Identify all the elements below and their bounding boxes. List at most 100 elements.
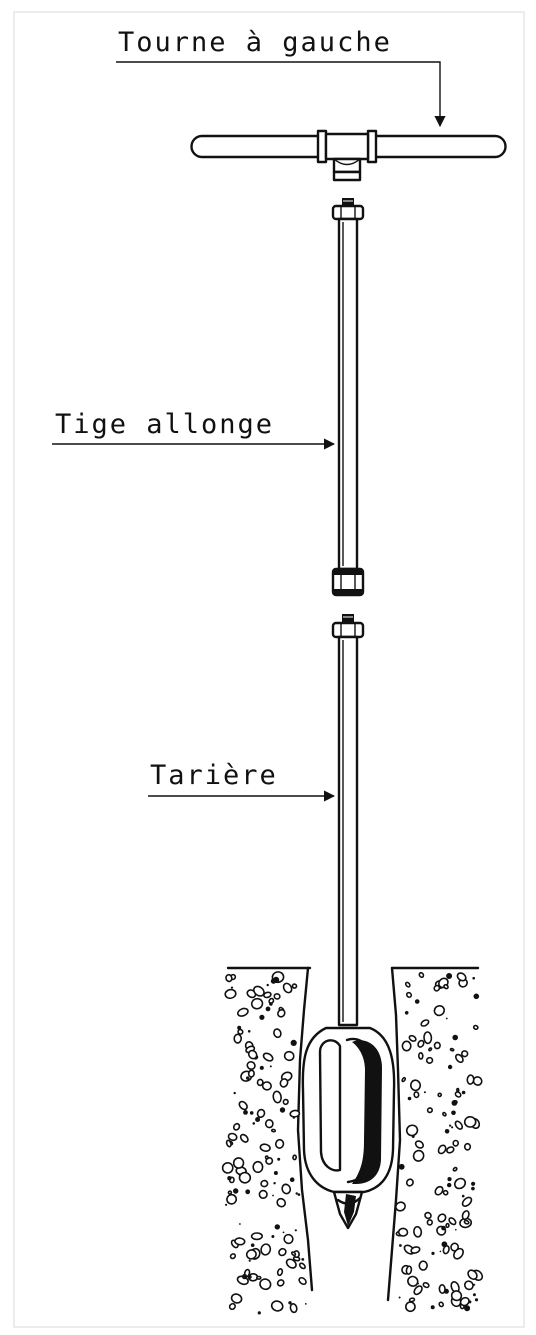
soil-pebble bbox=[225, 1203, 228, 1206]
soil-pebble bbox=[444, 1129, 450, 1134]
soil-pebble bbox=[417, 1039, 425, 1048]
soil-pebble bbox=[404, 1011, 409, 1015]
soil-pebble bbox=[413, 1285, 423, 1296]
soil-pebble bbox=[449, 1047, 455, 1052]
soil-pebble bbox=[273, 993, 281, 1000]
soil-pebble bbox=[269, 1065, 272, 1068]
soil-pebble bbox=[417, 1052, 424, 1060]
soil-pebble bbox=[452, 1139, 460, 1147]
soil-pebble bbox=[461, 1210, 470, 1221]
soil-pebble bbox=[301, 1258, 305, 1261]
soil-pebble bbox=[437, 1144, 447, 1155]
soil-pebble bbox=[453, 1177, 467, 1190]
soil-pebble bbox=[431, 1251, 435, 1255]
soil-pebble bbox=[233, 1188, 239, 1194]
soil-pebble bbox=[228, 1302, 236, 1311]
soil-pebble bbox=[239, 1133, 249, 1143]
soil-pebble bbox=[282, 982, 293, 994]
soil-pebble bbox=[420, 1019, 430, 1027]
figure-frame bbox=[13, 11, 525, 1328]
soil-pebble bbox=[237, 1028, 244, 1035]
soil-pebble bbox=[441, 1225, 446, 1231]
soil-pebble bbox=[225, 973, 233, 983]
t-handle bbox=[190, 129, 507, 182]
soil-pebble bbox=[405, 1178, 414, 1187]
soil-pebble bbox=[294, 1229, 297, 1232]
soil-pebble bbox=[398, 1296, 401, 1299]
soil-pebble bbox=[412, 1149, 425, 1162]
soil-pebble bbox=[224, 988, 237, 1000]
soil-pebble bbox=[259, 1014, 265, 1020]
soil-pebble bbox=[283, 1050, 295, 1062]
soil-pebble bbox=[259, 1143, 271, 1152]
soil-pebble bbox=[277, 1008, 286, 1018]
soil-pebble bbox=[456, 972, 467, 982]
soil-pebble bbox=[461, 1196, 473, 1207]
soil-pebble bbox=[289, 1303, 298, 1314]
soil-pebble bbox=[273, 1182, 276, 1185]
soil-pebble bbox=[246, 1076, 250, 1080]
soil-pebble bbox=[250, 1232, 263, 1241]
soil-pebble bbox=[232, 1122, 241, 1131]
soil-pebble bbox=[288, 1301, 292, 1305]
soil-pebble bbox=[414, 999, 420, 1004]
soil-pebble bbox=[266, 983, 269, 987]
soil-pebble bbox=[447, 1177, 452, 1182]
soil-pebble bbox=[442, 1244, 450, 1255]
soil-pebble bbox=[262, 1052, 274, 1062]
soil-pebbles bbox=[221, 971, 484, 1315]
soil-pebble bbox=[281, 1183, 292, 1195]
soil-pebble bbox=[418, 971, 425, 979]
soil-pebble bbox=[401, 1040, 412, 1052]
soil-pebble bbox=[227, 1190, 233, 1195]
soil-pebble bbox=[256, 1078, 264, 1087]
soil-pebble bbox=[248, 1259, 251, 1262]
soil-pebble bbox=[456, 1087, 460, 1093]
soil-pebble bbox=[425, 1056, 434, 1064]
soil-pebble bbox=[285, 1258, 297, 1269]
soil-pebble bbox=[418, 1260, 428, 1271]
label-handle: Tourne à gauche bbox=[118, 27, 392, 58]
soil-pebble bbox=[270, 1128, 277, 1133]
soil-pebble bbox=[433, 1004, 445, 1017]
soil-pebble bbox=[471, 1181, 476, 1186]
soil-pebble bbox=[438, 1301, 445, 1308]
soil-pebble bbox=[446, 973, 453, 979]
soil-pebble bbox=[264, 1155, 269, 1160]
soil-pebble bbox=[414, 1140, 424, 1149]
soil-pebble bbox=[265, 1006, 271, 1012]
soil-pebble bbox=[237, 1007, 249, 1017]
soil-pebble bbox=[270, 1300, 284, 1312]
soil-pebble bbox=[472, 976, 476, 980]
soil-pebble bbox=[227, 1176, 232, 1181]
soil-pebble bbox=[449, 1124, 452, 1127]
soil-pebble bbox=[241, 1273, 248, 1280]
soil-pebble bbox=[259, 1278, 272, 1291]
soil-pebble bbox=[276, 1279, 285, 1287]
soil-pebble bbox=[410, 1246, 421, 1254]
soil-pebble bbox=[451, 1100, 458, 1106]
soil-pebble bbox=[434, 1185, 444, 1196]
soil-pebble bbox=[464, 1305, 471, 1312]
soil-pebble bbox=[234, 1237, 246, 1246]
soil-pebble bbox=[292, 1116, 295, 1119]
soil-pebble bbox=[437, 1092, 443, 1098]
soil-pebble bbox=[398, 1163, 405, 1170]
soil-pebble bbox=[463, 1280, 474, 1291]
soil-pebble bbox=[304, 1303, 307, 1305]
soil-pebble bbox=[260, 1179, 269, 1188]
soil-pebble bbox=[271, 1235, 275, 1238]
soil-pebble bbox=[290, 1251, 297, 1257]
soil-pebble bbox=[239, 1223, 241, 1225]
soil-pebble bbox=[227, 1132, 238, 1142]
soil-pebble bbox=[452, 1034, 459, 1041]
soil-pebble bbox=[259, 1065, 264, 1070]
soil-pebble bbox=[276, 1268, 284, 1277]
soil-pebble bbox=[447, 1182, 452, 1188]
soil-pebble bbox=[422, 1282, 430, 1289]
soil-pebble bbox=[272, 1090, 282, 1104]
soil-pebble bbox=[454, 1120, 464, 1130]
soil-pebble bbox=[273, 1171, 278, 1175]
soil-pebble bbox=[408, 1297, 416, 1303]
